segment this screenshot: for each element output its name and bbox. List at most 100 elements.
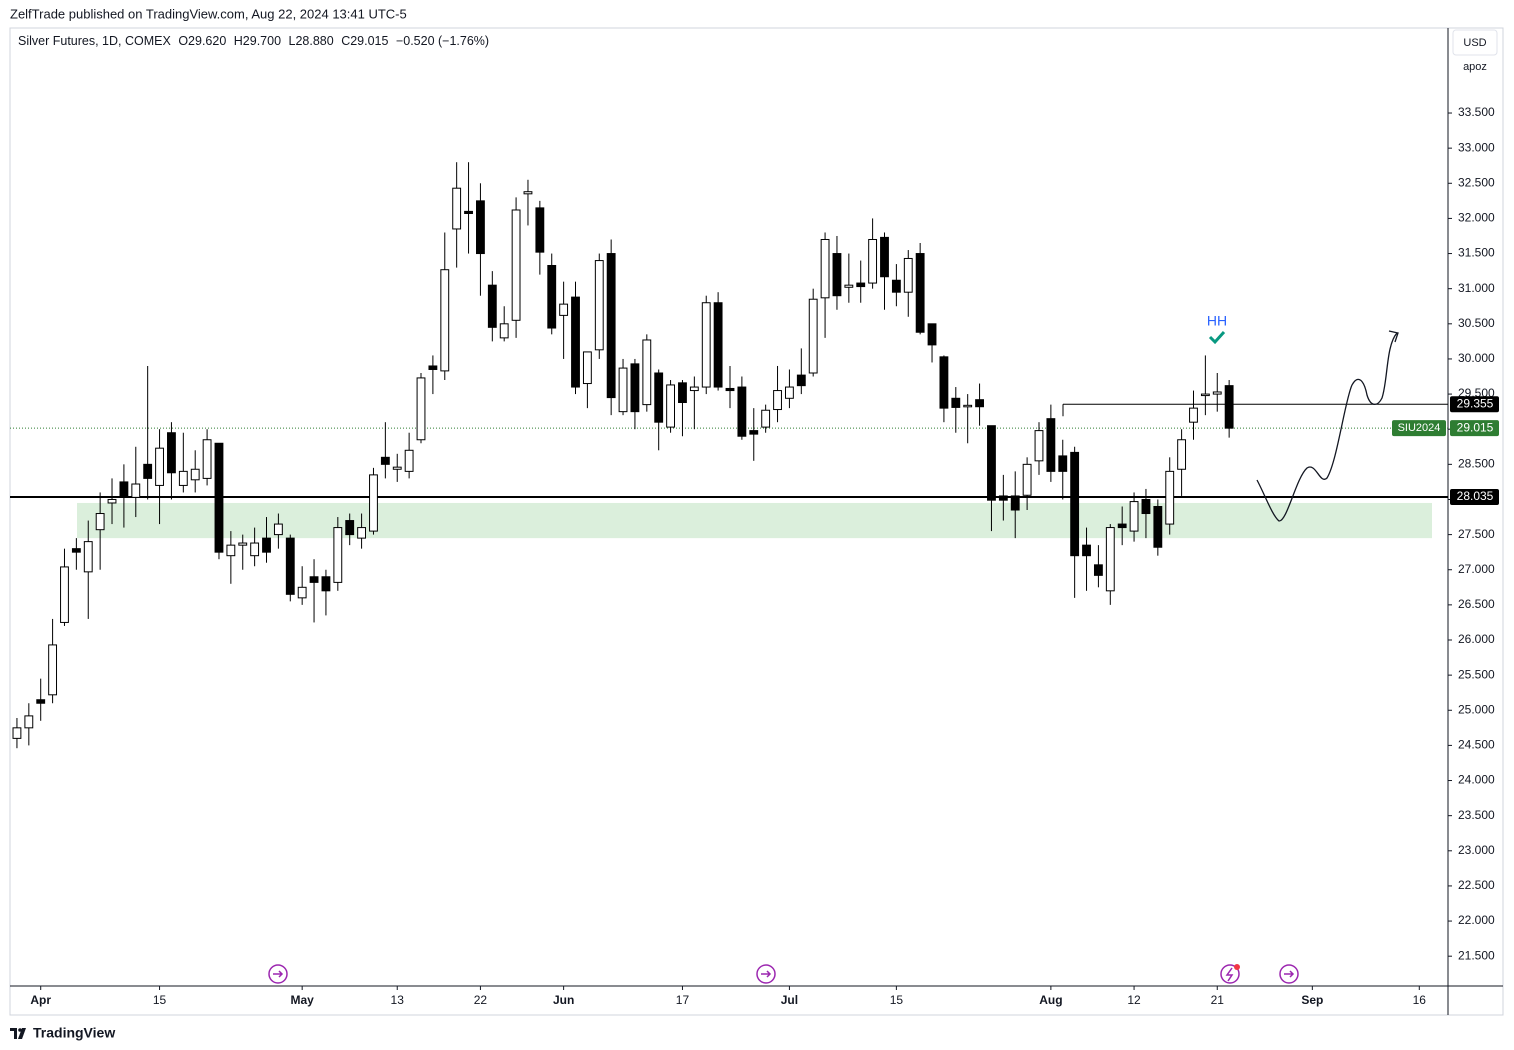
- event-icon-glyph: [1284, 970, 1295, 978]
- candle-body: [773, 390, 782, 411]
- candle-body: [119, 481, 129, 498]
- symbol-title: Silver Futures, 1D, COMEX: [18, 34, 171, 48]
- x-tick-label: May: [290, 993, 314, 1007]
- y-tick-label: 28.500: [1458, 457, 1495, 471]
- candle-body: [523, 191, 533, 195]
- candle-body: [1058, 455, 1068, 472]
- y-tick-label: 33.500: [1458, 105, 1495, 119]
- candle-body: [131, 483, 141, 498]
- candle-body: [214, 442, 224, 553]
- candle-body: [844, 284, 854, 288]
- candle-body: [939, 356, 949, 409]
- x-tick-label: Jun: [553, 993, 574, 1007]
- candle-body: [654, 372, 664, 423]
- y-tick-label: 25.500: [1458, 667, 1495, 681]
- candle-body: [416, 377, 426, 441]
- drawn-arrowhead: [1388, 330, 1399, 343]
- candle-body: [725, 387, 735, 392]
- x-tick-label: Aug: [1039, 993, 1062, 1007]
- candle-body: [606, 253, 616, 399]
- candle-body: [1177, 439, 1187, 470]
- candle-body: [856, 282, 866, 288]
- candle-body: [891, 279, 901, 293]
- candle-body: [903, 257, 913, 293]
- candle-body: [476, 200, 485, 255]
- candle-body: [701, 302, 711, 388]
- candle-body: [915, 253, 925, 333]
- candle-body: [309, 576, 319, 583]
- annotation: HH: [1207, 313, 1227, 329]
- event-icon[interactable]: [1220, 964, 1240, 984]
- y-tick-label: 31.500: [1458, 246, 1495, 260]
- last-price-label: 29.015: [1457, 420, 1494, 434]
- event-icon-glyph: [273, 970, 284, 978]
- candle-body: [1010, 495, 1020, 511]
- candle-body: [1212, 391, 1222, 395]
- candle-body: [464, 210, 473, 214]
- chart-frame: [9, 27, 1504, 1016]
- candle-body: [618, 367, 628, 413]
- y-tick-label: 30.500: [1458, 316, 1495, 330]
- publisher: ZelfTrade published on TradingView.com, …: [10, 6, 407, 21]
- currency[interactable]: USD: [1463, 37, 1486, 49]
- logo-part: [10, 1028, 17, 1039]
- y-tick-label: 26.000: [1458, 632, 1495, 646]
- ohlc-change: −0.520 (−1.76%): [396, 34, 489, 48]
- candle-body: [487, 284, 497, 328]
- candle-body: [178, 470, 188, 486]
- brand[interactable]: TradingView: [33, 1025, 115, 1041]
- x-tick-label: 22: [474, 993, 488, 1007]
- candle-body: [975, 399, 984, 408]
- candle-body: [190, 468, 200, 481]
- y-tick-label: 22.500: [1458, 878, 1495, 892]
- x-tick-label: 17: [676, 993, 690, 1007]
- candle-body: [511, 209, 521, 321]
- candle-body: [713, 302, 723, 388]
- candle-body: [262, 537, 271, 553]
- y-tick-label: 21.500: [1458, 948, 1495, 962]
- currency-box[interactable]: [1452, 29, 1498, 56]
- candle-body: [1129, 501, 1139, 532]
- logo-part: [18, 1028, 26, 1039]
- y-tick-label: 27.500: [1458, 527, 1495, 541]
- candle-body: [297, 586, 307, 599]
- candle-body: [321, 576, 331, 592]
- ohlc-open: O29.620: [178, 34, 226, 48]
- candle-body: [440, 269, 450, 372]
- candle-body: [761, 409, 771, 428]
- y-tick-label: 32.000: [1458, 211, 1495, 225]
- candle-body: [345, 520, 355, 536]
- level-label: 29.355: [1457, 396, 1494, 410]
- y-tick-label: 23.000: [1458, 843, 1495, 857]
- logo-part: [18, 1028, 22, 1032]
- candle-body: [167, 432, 176, 474]
- candle-body: [998, 495, 1008, 501]
- scale-label[interactable]: apoz: [1463, 61, 1487, 73]
- plot: 21.500 22.000 22.500 23.000 23.500 24.000 24.5…: [10, 105, 1495, 1007]
- candle-body: [559, 303, 569, 316]
- candle-body: [1141, 498, 1151, 515]
- candle-body: [1034, 430, 1044, 462]
- candle-body: [547, 264, 557, 329]
- candle-body: [880, 236, 889, 278]
- y-tick-label: 24.500: [1458, 738, 1495, 752]
- candle-body: [202, 439, 212, 479]
- candle-body: [1224, 385, 1234, 429]
- candle-body: [36, 699, 46, 704]
- candle-body: [1105, 527, 1115, 592]
- x-tick-label: 15: [153, 993, 167, 1007]
- candle-body: [24, 715, 34, 729]
- y-tick-label: 23.500: [1458, 808, 1495, 822]
- candle-body: [571, 296, 580, 388]
- candle-body: [273, 523, 283, 536]
- candle-body: [832, 253, 842, 297]
- y-tick-label: 30.000: [1458, 351, 1495, 365]
- candle-body: [784, 386, 794, 399]
- candle-body: [868, 238, 878, 284]
- level-label-bg: [1450, 396, 1499, 413]
- event-icon-glyph: [1225, 967, 1234, 982]
- check-mark: [1208, 330, 1226, 345]
- candle-body: [737, 386, 747, 437]
- x-tick-label: Jul: [781, 993, 798, 1007]
